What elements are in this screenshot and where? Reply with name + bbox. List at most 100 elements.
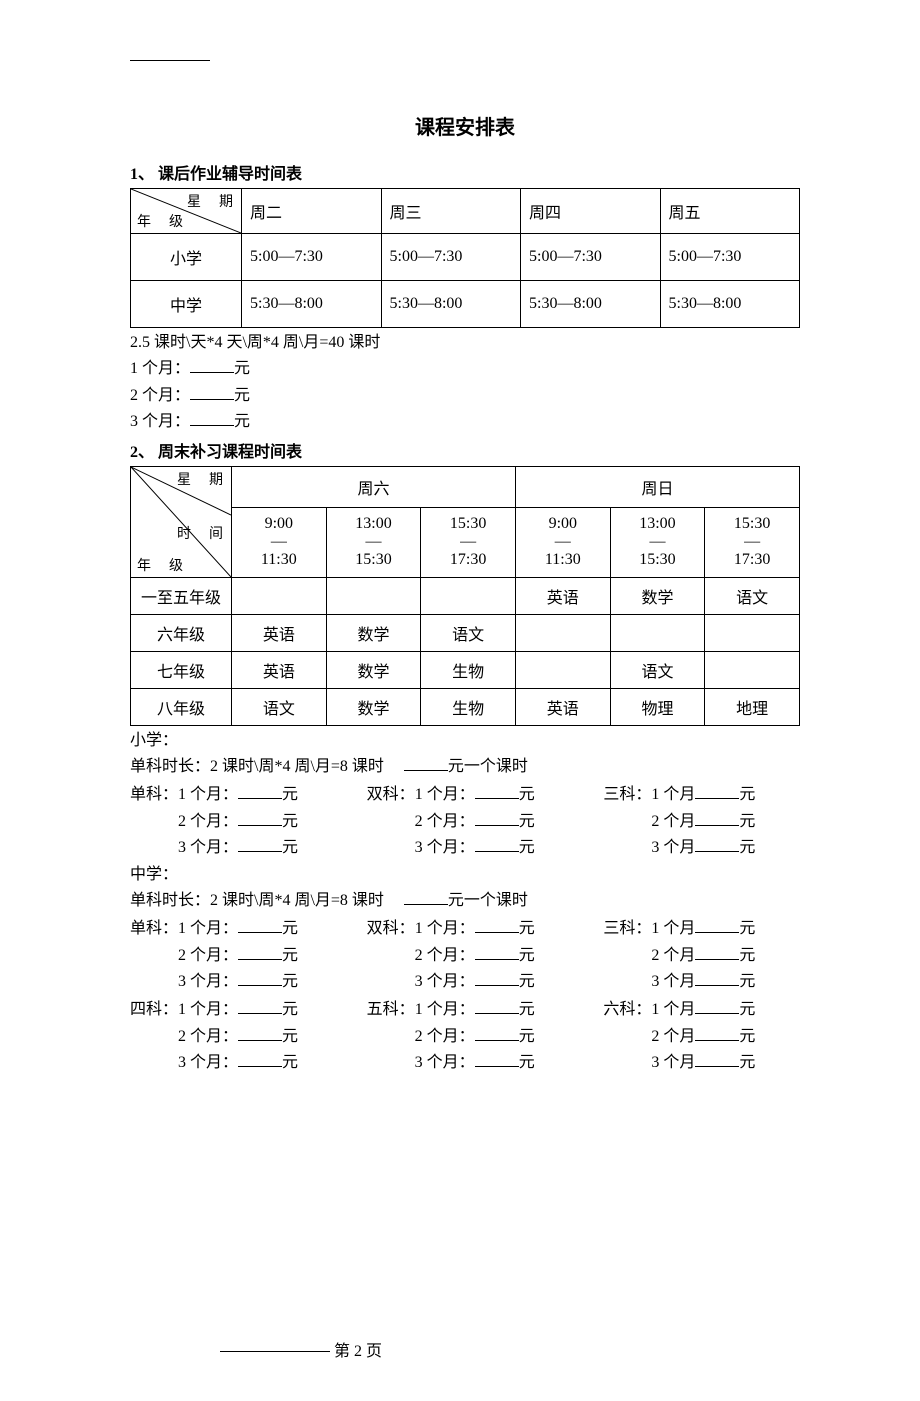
- table2-cell: [515, 614, 610, 651]
- blank-line: [238, 835, 282, 852]
- unit: 元: [519, 786, 535, 803]
- primary-duration: 单科时长：2 课时\周*4 周\月=8 课时 元一个课时: [130, 754, 800, 778]
- section1-note: 2.5 课时\天*4 天\周*4 周\月=40 课时: [130, 332, 800, 354]
- per-lesson: 元一个课时: [448, 892, 528, 909]
- primary-pricing-row: 单科：1 个月：元 2 个月：元 3 个月：元 双科：1 个月：元 2 个月：元…: [130, 780, 800, 861]
- pricing-line: 单科：1 个月：元: [130, 916, 327, 940]
- line-label: 1 个月: [651, 920, 695, 937]
- pricing-line: 五科：1 个月：元: [367, 997, 564, 1021]
- pricing-line: 2 个月元: [603, 943, 800, 967]
- page-number: 第 2 页: [334, 1343, 382, 1360]
- line-label: 3 个月：: [415, 839, 475, 856]
- blank-line: [475, 1024, 519, 1041]
- pricing-line: 2 个月：元: [367, 809, 564, 833]
- line-label: 1 个月：: [178, 1001, 238, 1018]
- pricing-line: 3 个月元: [603, 835, 800, 859]
- table1-day: 周二: [242, 189, 382, 234]
- unit: 元: [234, 413, 250, 430]
- group-title: 四科：: [130, 1001, 178, 1018]
- unit: 元: [739, 1001, 755, 1018]
- diag-top-label: 星 期: [187, 191, 235, 211]
- unit: 元: [519, 920, 535, 937]
- primary-label: 小学：: [130, 730, 800, 752]
- table2-cell: 英语: [515, 577, 610, 614]
- pricing-line: 3 个月元: [603, 969, 800, 993]
- blank-line: [475, 809, 519, 826]
- table2-cell: 语文: [610, 651, 705, 688]
- line-label: 3 个月：: [178, 1054, 238, 1071]
- pricing-line: 2 个月：元: [130, 1024, 327, 1048]
- line-label: 2 个月：: [415, 1028, 475, 1045]
- table2-time: 15:30 — 17:30: [421, 507, 516, 577]
- line-label: 2 个月: [651, 1028, 695, 1045]
- table2-time: 9:00 — 11:30: [515, 507, 610, 577]
- table-2: 星 期 时 间 年 级 周六 周日 9:00 — 11:30 13:00 — 1…: [130, 466, 800, 726]
- note-label: 1 个月：: [130, 360, 190, 377]
- table1-day: 周四: [521, 189, 661, 234]
- blank-line: [238, 969, 282, 986]
- table1-diagonal: 星 期 年 级: [131, 189, 242, 234]
- table1-row-label: 小学: [131, 234, 242, 281]
- unit: 元: [739, 786, 755, 803]
- table2-cell: 生物: [421, 651, 516, 688]
- table2-row-label: 七年级: [131, 651, 232, 688]
- section2-heading: 2、 周末补习课程时间表: [130, 438, 800, 462]
- blank-line: [695, 1024, 739, 1041]
- line-label: 3 个月：: [415, 1054, 475, 1071]
- page: 课程安排表 1、 课后作业辅导时间表 星 期 年 级 周二 周三 周四 周五 小…: [0, 0, 920, 1401]
- pricing-line: 3 个月： 元: [367, 1050, 564, 1074]
- table1-cell: 5:00—7:30: [242, 234, 382, 281]
- line-label: 3 个月：: [178, 973, 238, 990]
- unit: 元: [282, 839, 298, 856]
- unit: 元: [282, 973, 298, 990]
- blank-line: [190, 409, 234, 426]
- line-label: 2 个月：: [415, 813, 475, 830]
- table2-cell: [421, 577, 516, 614]
- pricing-line: 2 个月：元: [130, 943, 327, 967]
- unit: 元: [739, 1028, 755, 1045]
- table2-cell: 语文: [421, 614, 516, 651]
- group-title: 单科：: [130, 920, 178, 937]
- line-label: 1 个月: [651, 786, 695, 803]
- blank-line: [695, 916, 739, 933]
- pricing-col: 四科：1 个月： 元 2 个月：元 3 个月： 元: [130, 995, 327, 1076]
- section1-note: 2 个月： 元: [130, 383, 800, 407]
- table2-time: 13:00 — 15:30: [326, 507, 421, 577]
- pricing-line: 3 个月元: [603, 1050, 800, 1074]
- unit: 元: [282, 786, 298, 803]
- table1-day: 周三: [381, 189, 521, 234]
- unit: 元: [282, 947, 298, 964]
- line-label: 1 个月: [651, 1001, 695, 1018]
- table-1: 星 期 年 级 周二 周三 周四 周五 小学 5:00—7:30 5:00—7:…: [130, 188, 800, 328]
- table1-cell: 5:00—7:30: [660, 234, 800, 281]
- pricing-line: 2 个月：元: [130, 809, 327, 833]
- unit: 元: [519, 1054, 535, 1071]
- diag2-mid: 时 间: [177, 523, 225, 543]
- blank-line: [475, 916, 519, 933]
- table1-cell: 5:00—7:30: [521, 234, 661, 281]
- blank-line: [475, 835, 519, 852]
- unit: 元: [739, 1054, 755, 1071]
- blank-line: [238, 1050, 282, 1067]
- middle-duration: 单科时长：2 课时\周*4 周\月=8 课时 元一个课时: [130, 888, 800, 912]
- pricing-line: 双科：1 个月：元: [367, 916, 564, 940]
- unit: 元: [282, 1054, 298, 1071]
- blank-line: [695, 835, 739, 852]
- unit: 元: [234, 360, 250, 377]
- pricing-line: 三科：1 个月元: [603, 916, 800, 940]
- unit: 元: [234, 387, 250, 404]
- table1-cell: 5:30—8:00: [381, 281, 521, 328]
- table1-cell: 5:30—8:00: [521, 281, 661, 328]
- pricing-line: 六科：1 个月元: [603, 997, 800, 1021]
- pricing-line: 2 个月元: [603, 809, 800, 833]
- line-label: 1 个月：: [178, 920, 238, 937]
- note-label: 2 个月：: [130, 387, 190, 404]
- pricing-line: 2 个月：元: [367, 943, 564, 967]
- group-title: 双科：: [367, 920, 415, 937]
- table1-day: 周五: [660, 189, 800, 234]
- section1-heading: 1、 课后作业辅导时间表: [130, 160, 800, 184]
- group-title: 单科：: [130, 786, 178, 803]
- blank-line: [404, 888, 448, 905]
- unit: 元: [282, 1028, 298, 1045]
- page-footer: 第 2 页: [130, 1337, 800, 1361]
